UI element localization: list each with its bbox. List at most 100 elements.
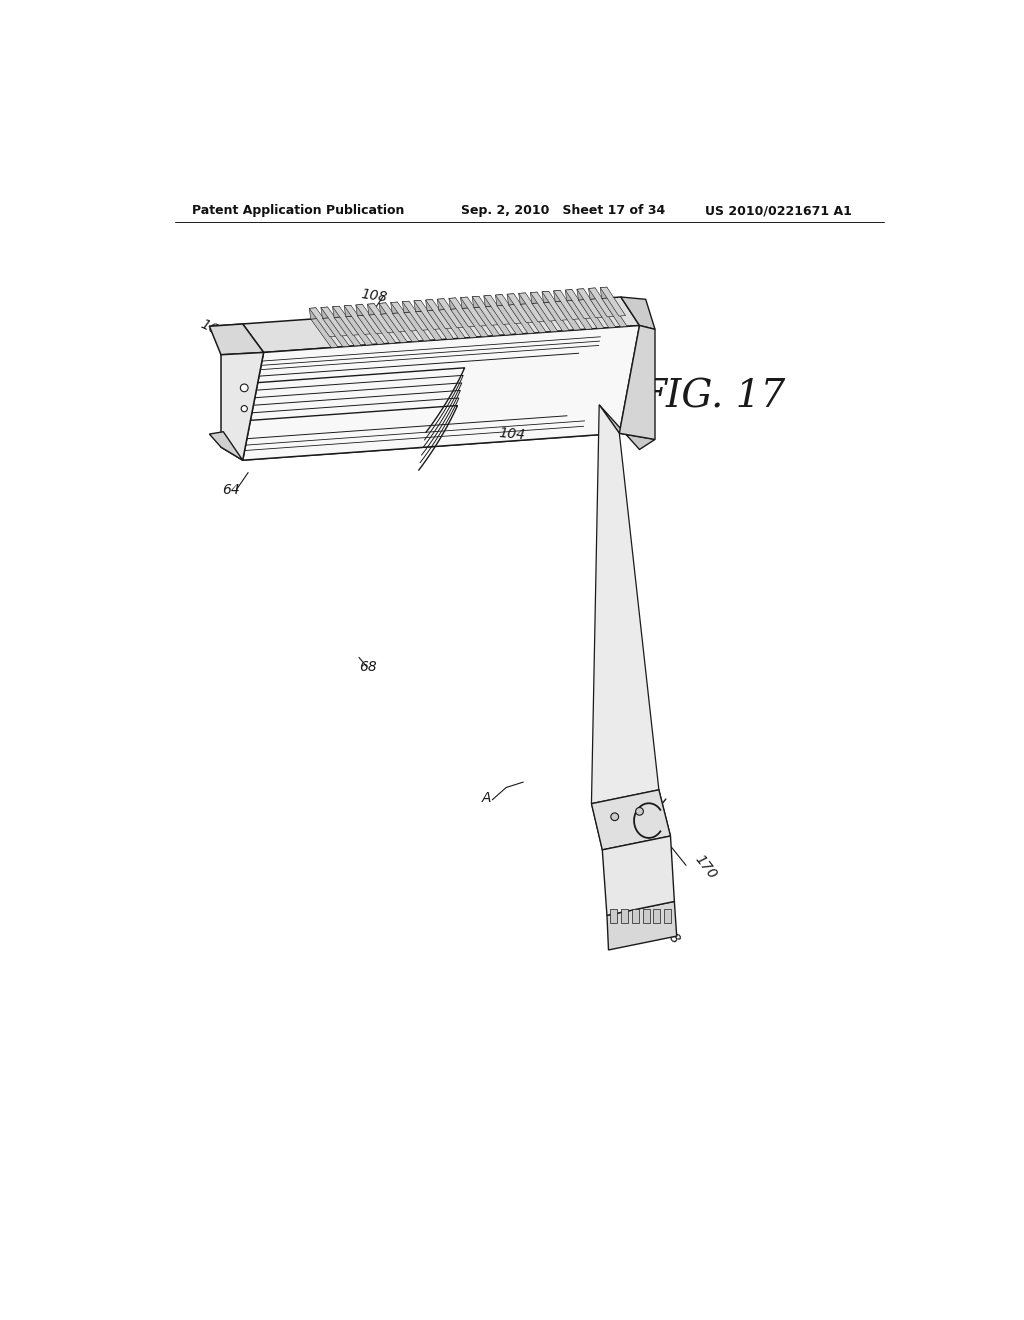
Polygon shape [474, 308, 500, 337]
Polygon shape [437, 298, 445, 310]
Polygon shape [531, 302, 558, 331]
Polygon shape [520, 304, 546, 333]
Polygon shape [653, 909, 660, 923]
Polygon shape [368, 304, 394, 333]
Polygon shape [607, 902, 677, 950]
Polygon shape [592, 789, 671, 850]
Polygon shape [507, 294, 515, 305]
Circle shape [241, 384, 248, 392]
Polygon shape [509, 305, 535, 334]
Text: 108: 108 [360, 286, 388, 304]
Polygon shape [565, 289, 591, 318]
Polygon shape [530, 292, 539, 304]
Polygon shape [579, 300, 604, 329]
Polygon shape [577, 289, 602, 318]
Polygon shape [519, 293, 545, 322]
Polygon shape [632, 909, 639, 923]
Polygon shape [416, 312, 442, 341]
Text: 64: 64 [222, 483, 240, 496]
Polygon shape [530, 292, 556, 321]
Polygon shape [414, 301, 440, 330]
Polygon shape [643, 909, 649, 923]
Polygon shape [369, 314, 396, 343]
Polygon shape [368, 304, 376, 315]
Polygon shape [461, 297, 469, 309]
Polygon shape [355, 305, 383, 334]
Polygon shape [333, 306, 341, 317]
Polygon shape [555, 301, 581, 330]
Polygon shape [496, 294, 504, 306]
Polygon shape [402, 301, 411, 313]
Polygon shape [323, 318, 349, 347]
Polygon shape [334, 317, 361, 346]
Polygon shape [621, 909, 628, 923]
Polygon shape [402, 301, 429, 330]
Polygon shape [602, 298, 627, 327]
Polygon shape [309, 308, 317, 319]
Polygon shape [472, 296, 480, 308]
Polygon shape [309, 308, 337, 337]
Polygon shape [346, 315, 373, 345]
Polygon shape [449, 298, 457, 309]
Text: Patent Application Publication: Patent Application Publication [191, 205, 403, 218]
Text: Sep. 2, 2010   Sheet 17 of 34: Sep. 2, 2010 Sheet 17 of 34 [461, 205, 666, 218]
Polygon shape [209, 432, 243, 461]
Polygon shape [507, 294, 534, 322]
Polygon shape [589, 288, 614, 317]
Polygon shape [451, 309, 477, 338]
Polygon shape [483, 296, 493, 306]
Polygon shape [414, 301, 422, 312]
Polygon shape [544, 302, 569, 331]
Polygon shape [519, 293, 527, 304]
Polygon shape [462, 308, 488, 337]
Polygon shape [391, 302, 418, 331]
Polygon shape [621, 297, 655, 330]
Polygon shape [496, 294, 521, 323]
Polygon shape [565, 289, 573, 301]
Polygon shape [577, 289, 585, 300]
Polygon shape [392, 313, 419, 342]
Polygon shape [379, 302, 387, 314]
Text: 166: 166 [199, 317, 228, 342]
Polygon shape [381, 314, 408, 343]
Polygon shape [321, 308, 329, 318]
Polygon shape [600, 288, 608, 298]
Polygon shape [602, 836, 675, 915]
Polygon shape [310, 318, 338, 347]
Polygon shape [590, 298, 615, 327]
Polygon shape [554, 290, 580, 319]
Polygon shape [223, 405, 620, 461]
Polygon shape [472, 296, 499, 325]
Polygon shape [600, 288, 626, 315]
Polygon shape [497, 305, 523, 334]
Polygon shape [243, 297, 640, 352]
Polygon shape [426, 300, 452, 329]
Text: 170: 170 [692, 851, 720, 882]
Polygon shape [379, 302, 406, 331]
Polygon shape [333, 306, 359, 335]
Text: US 2010/0221671 A1: US 2010/0221671 A1 [706, 205, 852, 218]
Polygon shape [599, 405, 655, 449]
Polygon shape [221, 352, 263, 461]
Polygon shape [391, 302, 399, 313]
Circle shape [611, 813, 618, 821]
Polygon shape [610, 909, 617, 923]
Polygon shape [449, 298, 475, 327]
Circle shape [241, 405, 248, 412]
Polygon shape [592, 405, 658, 804]
Polygon shape [461, 297, 486, 326]
Polygon shape [357, 315, 384, 345]
Polygon shape [209, 323, 263, 355]
Polygon shape [437, 298, 464, 327]
Text: A: A [481, 791, 490, 804]
Text: 104: 104 [499, 426, 526, 442]
Polygon shape [355, 305, 365, 315]
Polygon shape [243, 326, 640, 461]
Polygon shape [427, 310, 454, 339]
Text: 168: 168 [655, 917, 682, 946]
Polygon shape [438, 309, 465, 338]
Polygon shape [554, 290, 562, 302]
Polygon shape [665, 909, 672, 923]
Circle shape [636, 808, 643, 816]
Polygon shape [344, 305, 371, 334]
